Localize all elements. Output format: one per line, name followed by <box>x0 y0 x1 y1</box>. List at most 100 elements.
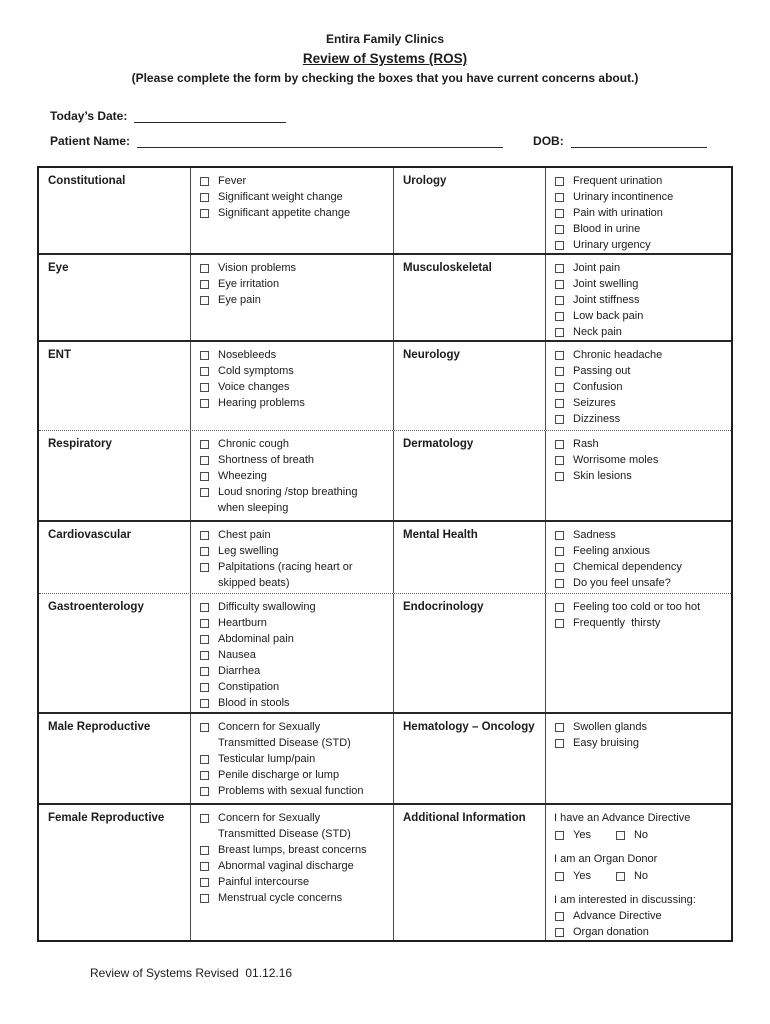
todays-date-input[interactable] <box>134 109 287 123</box>
category-cell: Urology <box>394 168 546 253</box>
checkbox[interactable] <box>555 531 564 540</box>
symptom-option: Heartburn <box>199 615 380 631</box>
category-label: Gastroenterology <box>48 601 144 613</box>
checkbox[interactable] <box>200 351 209 360</box>
symptom-option: Menstrual cycle concerns <box>199 890 380 906</box>
checkbox[interactable] <box>200 177 209 186</box>
checkbox[interactable] <box>200 399 209 408</box>
checkbox[interactable] <box>200 531 209 540</box>
table-row: ENT Nosebleeds Cold symptoms Voice changes H… <box>39 340 731 430</box>
symptom-option: Do you feel unsafe? <box>554 575 718 591</box>
checkbox[interactable] <box>555 328 564 337</box>
symptoms-cell: Fever Significant weight change Significan… <box>191 168 394 253</box>
option-label: Yes <box>573 829 591 841</box>
checkbox[interactable] <box>200 563 209 572</box>
checkbox[interactable] <box>555 351 564 360</box>
checkbox[interactable] <box>200 755 209 764</box>
checkbox[interactable] <box>200 193 209 202</box>
checkbox[interactable] <box>200 440 209 449</box>
checkbox[interactable] <box>615 831 625 840</box>
checkbox[interactable] <box>200 603 209 612</box>
checkbox[interactable] <box>200 619 209 628</box>
statement-label: I am interested in discussing: <box>554 894 696 906</box>
checkbox[interactable] <box>555 739 564 748</box>
symptom-label: Nosebleeds <box>218 349 277 361</box>
checkbox[interactable] <box>555 872 564 881</box>
symptoms-cell: Concern for Sexually Transmitted Disease… <box>191 805 394 940</box>
checkbox[interactable] <box>200 635 209 644</box>
checkbox[interactable] <box>200 723 209 732</box>
checkbox[interactable] <box>555 280 564 289</box>
checkbox[interactable] <box>200 683 209 692</box>
checkbox[interactable] <box>555 456 564 465</box>
symptom-label: Diarrhea <box>218 665 261 677</box>
checkbox[interactable] <box>200 667 209 676</box>
checkbox[interactable] <box>555 928 564 937</box>
category-label: Hematology – Oncology <box>403 721 535 733</box>
option-label: No <box>633 870 649 882</box>
checkbox[interactable] <box>200 547 209 556</box>
checkbox[interactable] <box>200 894 209 903</box>
symptom-label: Chronic headache <box>573 349 663 361</box>
symptom-label: Confusion <box>573 381 623 393</box>
checkbox[interactable] <box>200 771 209 780</box>
checkbox[interactable] <box>555 312 564 321</box>
checkbox[interactable] <box>200 456 209 465</box>
checkbox[interactable] <box>200 651 209 660</box>
checkbox[interactable] <box>555 415 564 424</box>
symptom-label: Significant appetite change <box>218 207 351 219</box>
checkbox[interactable] <box>555 383 564 392</box>
checkbox[interactable] <box>555 723 564 732</box>
checkbox[interactable] <box>200 488 209 497</box>
checkbox[interactable] <box>555 367 564 376</box>
checkbox[interactable] <box>200 280 209 289</box>
checkbox[interactable] <box>615 872 625 881</box>
checkbox[interactable] <box>555 225 564 234</box>
checkbox[interactable] <box>555 912 564 921</box>
checkbox[interactable] <box>555 831 564 840</box>
checkbox[interactable] <box>555 264 564 273</box>
checkbox[interactable] <box>555 399 564 408</box>
checkbox[interactable] <box>200 787 209 796</box>
symptom-option: Worrisome moles <box>554 452 718 468</box>
symptom-option: Nosebleeds <box>199 347 380 363</box>
checkbox[interactable] <box>555 603 564 612</box>
symptom-label: Skin lesions <box>573 470 632 482</box>
statement-label: I am an Organ Donor <box>554 853 658 865</box>
checkbox[interactable] <box>200 383 209 392</box>
symptom-option: Wheezing <box>199 468 380 484</box>
checkbox[interactable] <box>555 209 564 218</box>
checkbox[interactable] <box>200 209 209 218</box>
checkbox[interactable] <box>555 241 564 250</box>
symptom-label: Blood in urine <box>573 223 641 235</box>
checkbox[interactable] <box>555 440 564 449</box>
symptom-option: Testicular lump/pain <box>199 751 380 767</box>
checkbox[interactable] <box>200 472 209 481</box>
symptoms-cell: Nosebleeds Cold symptoms Voice changes Hear… <box>191 342 394 430</box>
checkbox[interactable] <box>200 862 209 871</box>
checkbox[interactable] <box>200 699 209 708</box>
checkbox[interactable] <box>555 563 564 572</box>
patient-name-input[interactable] <box>137 134 504 148</box>
dob-input[interactable] <box>570 134 707 148</box>
checkbox[interactable] <box>555 579 564 588</box>
symptoms-cell: Swollen glands Easy bruising <box>546 714 731 803</box>
checkbox[interactable] <box>555 296 564 305</box>
table-row: Male Reproductive Concern for Sexually Tr… <box>39 712 731 803</box>
category-label: Constitutional <box>48 175 126 187</box>
symptom-option: Skin lesions <box>554 468 718 484</box>
symptom-option: Joint pain <box>554 260 718 276</box>
checkbox[interactable] <box>555 472 564 481</box>
dob-label: DOB: <box>533 134 564 148</box>
checkbox[interactable] <box>200 296 209 305</box>
checkbox[interactable] <box>555 193 564 202</box>
checkbox[interactable] <box>200 814 209 823</box>
checkbox[interactable] <box>555 619 564 628</box>
checkbox[interactable] <box>555 547 564 556</box>
checkbox[interactable] <box>555 177 564 186</box>
checkbox[interactable] <box>200 264 209 273</box>
checkbox[interactable] <box>200 846 209 855</box>
checkbox[interactable] <box>200 878 209 887</box>
checkbox[interactable] <box>200 367 209 376</box>
symptom-option: Organ donation <box>554 924 718 940</box>
